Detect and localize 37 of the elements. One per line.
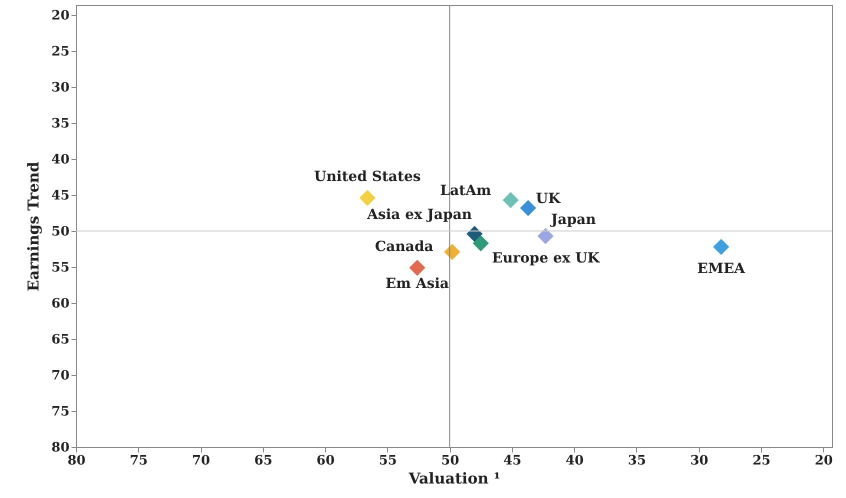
series-label: LatAm xyxy=(440,183,492,200)
y-tick-label: 45 xyxy=(51,188,70,204)
y-tick-label: 20 xyxy=(51,8,70,24)
x-tick-label: 75 xyxy=(130,454,148,468)
x-tick-label: 65 xyxy=(254,454,272,468)
x-tick-label: 70 xyxy=(192,454,210,468)
x-tick-label: 25 xyxy=(752,454,771,468)
series-label: EMEA xyxy=(697,260,746,277)
x-tick-label: 55 xyxy=(378,454,397,468)
series-label: Japan xyxy=(549,212,596,228)
x-tick-label: 45 xyxy=(503,454,522,468)
y-axis-title: Earnings Trend xyxy=(24,161,42,292)
y-tick-label: 40 xyxy=(51,152,70,168)
x-tick-label: 40 xyxy=(566,454,584,468)
series-label: Em Asia xyxy=(386,276,450,292)
series-label: Asia ex Japan xyxy=(366,206,472,223)
x-tick-label: 80 xyxy=(67,454,86,468)
y-tick-label: 50 xyxy=(51,224,70,240)
series-label: UK xyxy=(536,191,562,208)
y-tick-label: 35 xyxy=(51,116,70,132)
y-tick-label: 70 xyxy=(51,368,70,384)
x-axis-title: Valuation ¹ xyxy=(408,470,500,488)
y-tick-label: 65 xyxy=(51,332,70,348)
x-tick-label: 50 xyxy=(441,454,460,468)
y-tick-label: 60 xyxy=(51,296,70,312)
series-label: United States xyxy=(314,168,421,185)
y-tick-label: 30 xyxy=(51,80,70,96)
y-tick-label: 80 xyxy=(51,440,70,456)
x-tick-label: 60 xyxy=(316,454,335,468)
x-tick-label: 35 xyxy=(628,454,646,468)
y-tick-label: 55 xyxy=(51,260,70,276)
x-tick-label: 20 xyxy=(814,454,833,468)
series-label: Canada xyxy=(374,238,434,255)
x-tick-label: 30 xyxy=(690,454,708,468)
y-tick-label: 75 xyxy=(51,404,70,420)
y-tick-label: 25 xyxy=(51,44,70,60)
series-label: Europe ex UK xyxy=(492,250,600,266)
